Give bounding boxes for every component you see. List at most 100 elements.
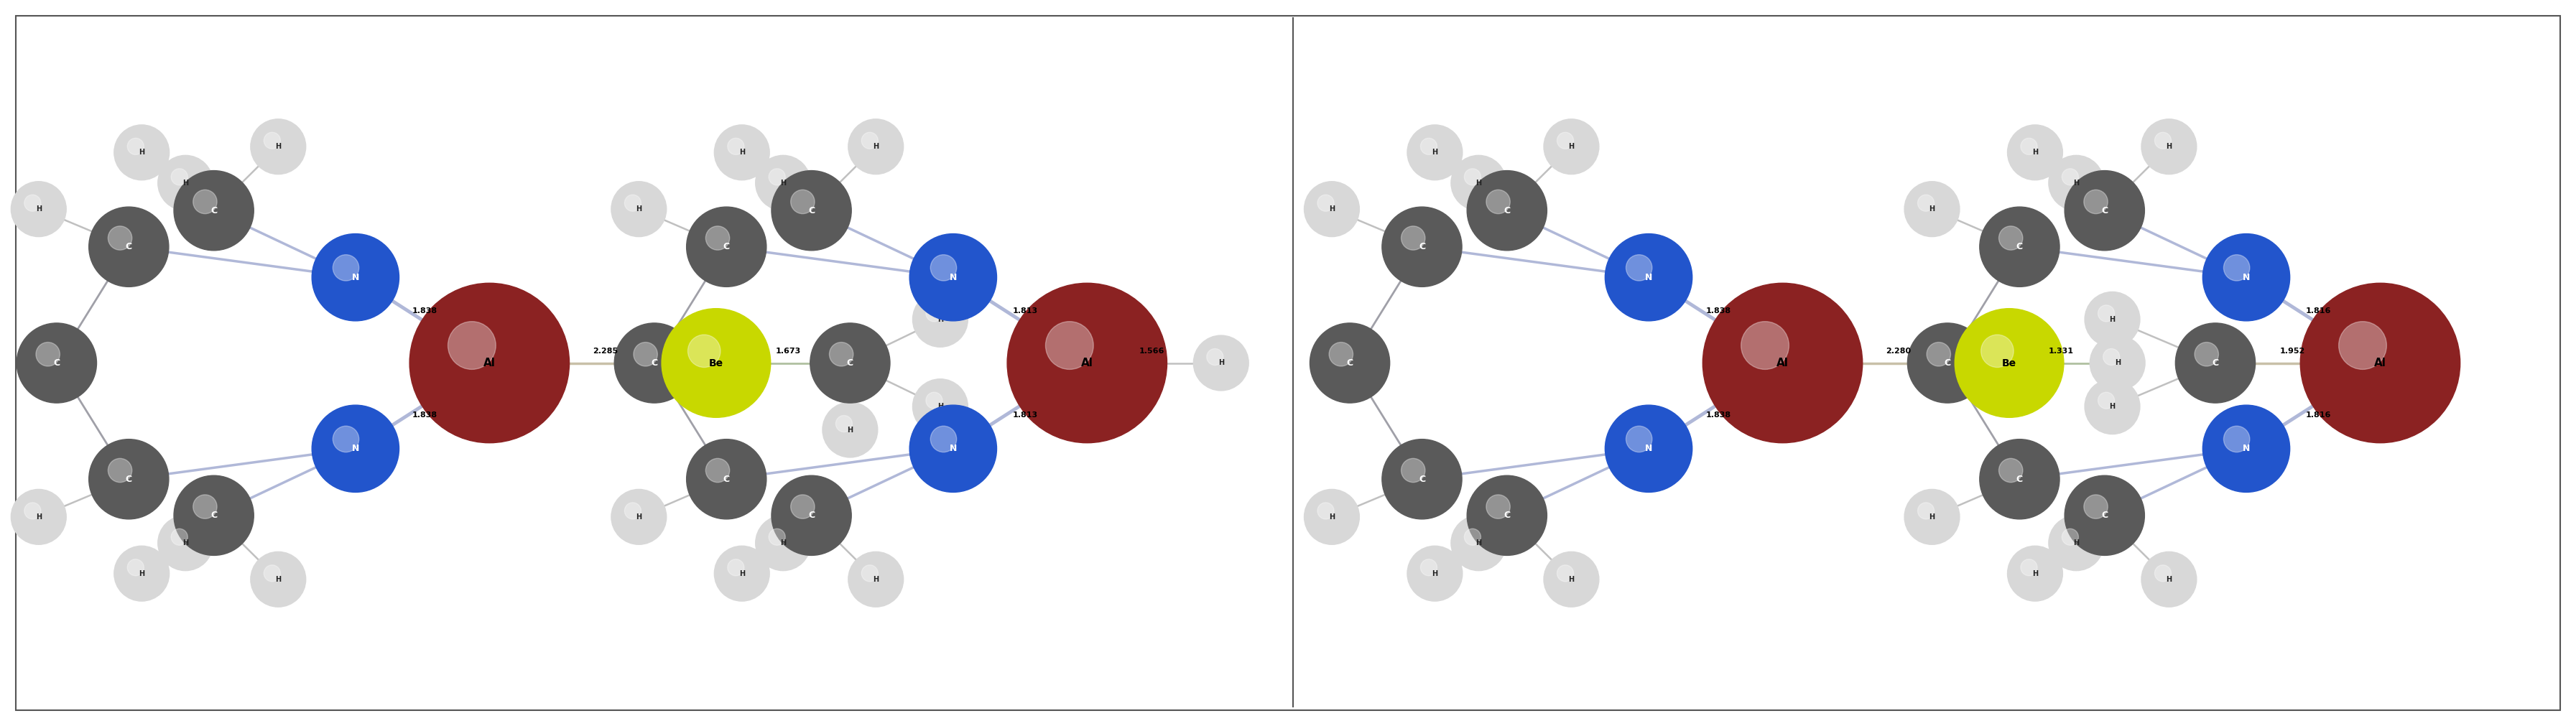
Ellipse shape <box>113 125 170 180</box>
Ellipse shape <box>2300 283 2460 443</box>
Ellipse shape <box>860 565 878 582</box>
Ellipse shape <box>157 515 214 571</box>
Ellipse shape <box>685 207 768 287</box>
Text: 1.331: 1.331 <box>2048 348 2074 355</box>
Text: C: C <box>809 511 814 520</box>
Text: 1.813: 1.813 <box>1012 412 1038 419</box>
Text: 1.838: 1.838 <box>412 412 438 419</box>
Text: 2.280: 2.280 <box>1886 348 1911 355</box>
Text: H: H <box>2110 316 2115 323</box>
Ellipse shape <box>770 171 853 250</box>
Ellipse shape <box>173 476 255 555</box>
Ellipse shape <box>10 182 67 237</box>
Ellipse shape <box>250 119 307 174</box>
Ellipse shape <box>1556 132 1574 149</box>
Text: Al: Al <box>1777 358 1788 368</box>
Text: H: H <box>1929 205 1935 213</box>
Text: C: C <box>2017 475 2022 484</box>
Ellipse shape <box>193 494 216 518</box>
Text: H: H <box>938 316 943 323</box>
Text: H: H <box>1329 205 1334 213</box>
Ellipse shape <box>1999 226 2022 250</box>
Ellipse shape <box>714 546 770 601</box>
Text: H: H <box>2115 359 2120 367</box>
Text: H: H <box>938 403 943 410</box>
Text: 1.952: 1.952 <box>2280 348 2306 355</box>
Text: C: C <box>809 206 814 215</box>
Ellipse shape <box>829 342 853 366</box>
Ellipse shape <box>912 379 969 434</box>
Text: H: H <box>739 570 744 577</box>
Ellipse shape <box>23 502 41 519</box>
Text: C: C <box>1504 206 1510 215</box>
Ellipse shape <box>1450 155 1507 211</box>
Ellipse shape <box>1463 168 1481 185</box>
Text: Al: Al <box>2375 358 2385 368</box>
Ellipse shape <box>623 195 641 211</box>
Text: H: H <box>781 179 786 187</box>
Text: H: H <box>848 426 853 433</box>
Text: Be: Be <box>2002 358 2017 368</box>
Text: 1.816: 1.816 <box>2306 307 2331 314</box>
Ellipse shape <box>15 323 98 403</box>
Ellipse shape <box>170 529 188 545</box>
Text: 1.816: 1.816 <box>2306 412 2331 419</box>
Text: Al: Al <box>484 358 495 368</box>
Ellipse shape <box>1406 125 1463 180</box>
Text: C: C <box>652 359 657 367</box>
Ellipse shape <box>1543 119 1600 174</box>
Ellipse shape <box>2223 426 2249 452</box>
Text: H: H <box>873 576 878 583</box>
Ellipse shape <box>860 132 878 149</box>
Ellipse shape <box>2020 559 2038 576</box>
Text: H: H <box>1432 149 1437 156</box>
Text: Al: Al <box>1082 358 1092 368</box>
Text: H: H <box>1329 513 1334 521</box>
Ellipse shape <box>1303 489 1360 544</box>
Ellipse shape <box>1419 559 1437 576</box>
Text: 2.285: 2.285 <box>592 348 618 355</box>
Text: H: H <box>1218 359 1224 367</box>
Ellipse shape <box>1741 322 1788 370</box>
Ellipse shape <box>1955 309 2063 417</box>
Text: N: N <box>1646 444 1651 453</box>
Ellipse shape <box>88 207 170 287</box>
Text: H: H <box>2074 539 2079 547</box>
Ellipse shape <box>1486 189 1510 213</box>
Ellipse shape <box>312 405 399 492</box>
Ellipse shape <box>809 323 891 403</box>
Ellipse shape <box>2154 132 2172 149</box>
Ellipse shape <box>1904 489 1960 544</box>
Ellipse shape <box>755 155 811 211</box>
Ellipse shape <box>2048 515 2105 571</box>
Ellipse shape <box>1486 494 1510 518</box>
Text: H: H <box>1569 143 1574 150</box>
Ellipse shape <box>126 559 144 576</box>
Ellipse shape <box>1046 322 1092 370</box>
Ellipse shape <box>1999 458 2022 482</box>
Ellipse shape <box>1419 138 1437 155</box>
Text: H: H <box>183 179 188 187</box>
Text: H: H <box>1476 179 1481 187</box>
Ellipse shape <box>791 189 814 213</box>
Ellipse shape <box>1906 323 1989 403</box>
Ellipse shape <box>2007 125 2063 180</box>
Ellipse shape <box>2089 335 2146 391</box>
Text: Be: Be <box>708 358 724 368</box>
Ellipse shape <box>2061 529 2079 545</box>
Ellipse shape <box>912 292 969 347</box>
FancyBboxPatch shape <box>15 16 2561 710</box>
Ellipse shape <box>1329 342 1352 366</box>
Text: H: H <box>636 513 641 521</box>
Text: C: C <box>2102 511 2107 520</box>
Ellipse shape <box>768 168 786 185</box>
Text: C: C <box>2017 242 2022 251</box>
Ellipse shape <box>925 392 943 409</box>
Ellipse shape <box>2007 546 2063 601</box>
Ellipse shape <box>2202 234 2290 321</box>
Ellipse shape <box>2195 342 2218 366</box>
Text: H: H <box>873 143 878 150</box>
Ellipse shape <box>312 234 399 321</box>
Ellipse shape <box>2048 155 2105 211</box>
Ellipse shape <box>2097 305 2115 322</box>
